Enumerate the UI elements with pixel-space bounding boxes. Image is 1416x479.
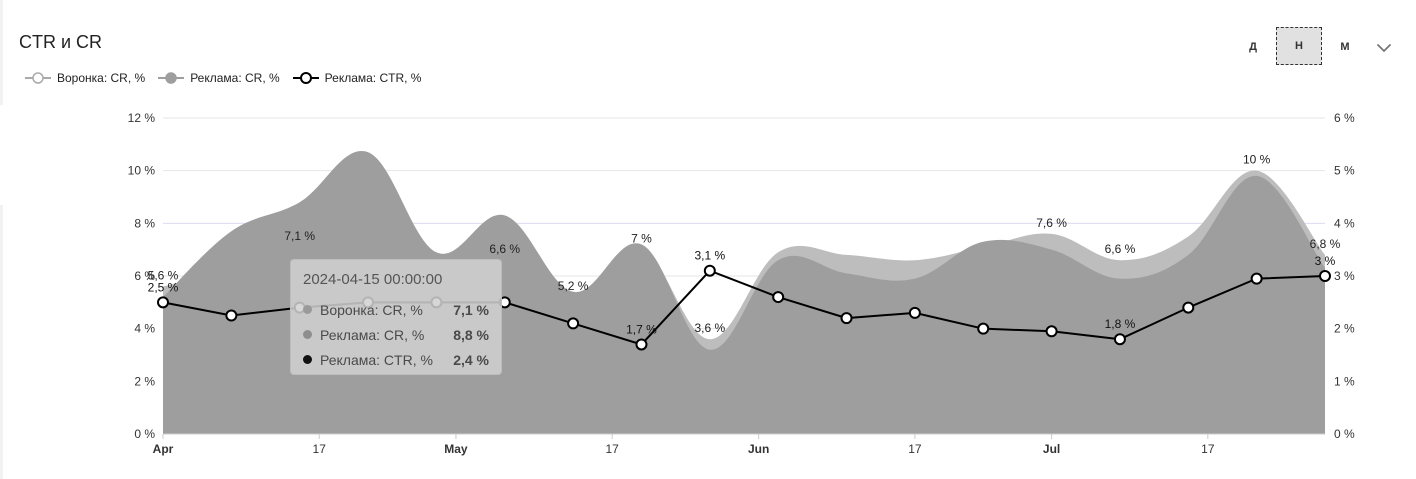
left-edge-marker-bottom <box>0 205 3 479</box>
y-left-tick-label: 6 % <box>134 269 155 283</box>
y-right-tick-label: 1 % <box>1334 374 1355 388</box>
tooltip-value-funnel-cr: 7,1 % <box>453 301 489 318</box>
legend-item-funnel-cr[interactable]: Воронка: CR, % <box>24 71 145 85</box>
ctr-point <box>157 296 169 309</box>
y-right-tick-label: 0 % <box>1334 427 1355 441</box>
period-day-button[interactable]: Д <box>1249 41 1257 53</box>
funnel-cr-data-label: 7 % <box>631 232 652 246</box>
legend-hollow-black-icon <box>292 72 319 84</box>
ctr-point <box>567 317 580 330</box>
ctr-point <box>1250 272 1263 285</box>
ctr-data-label: 1,7 % <box>626 322 657 336</box>
period-month-button[interactable]: М <box>1340 41 1350 53</box>
funnel-cr-data-label: 6,8 % <box>1310 237 1341 251</box>
tooltip-label-ads-cr: Реклама: CR, % <box>320 326 425 343</box>
legend-label-funnel-cr: Воронка: CR, % <box>57 71 146 85</box>
ctr-point <box>840 312 853 325</box>
chevron-down-icon[interactable] <box>1376 40 1392 56</box>
ctr-point <box>635 338 648 351</box>
left-edge-marker-top <box>0 0 3 105</box>
y-right-tick-label: 6 % <box>1334 111 1355 125</box>
hover-tooltip: 2024-04-15 00:00:00 Воронка: CR, % 7,1 %… <box>290 259 502 375</box>
tooltip-value-ads-cr: 8,8 % <box>453 326 489 343</box>
ctr-point <box>908 306 921 319</box>
chart-legend: Воронка: CR, % Реклама: CR, % Реклама: C… <box>24 71 433 85</box>
ctr-point <box>1045 325 1058 338</box>
y-left-tick-label: 8 % <box>134 216 155 230</box>
legend-hollow-gray-icon <box>25 72 51 84</box>
ctr-point <box>977 322 990 335</box>
y-right-tick-label: 3 % <box>1334 269 1355 283</box>
x-tick-label: Jun <box>748 442 769 456</box>
legend-item-ads-cr[interactable]: Реклама: CR, % <box>157 71 280 85</box>
tooltip-date: 2024-04-15 00:00:00 <box>303 271 443 288</box>
chart-title: CTR и CR <box>19 32 103 52</box>
ctr-data-label: 3 % <box>1315 254 1336 268</box>
legend-label-ads-ctr: Реклама: CTR, % <box>324 71 422 85</box>
y-right-tick-label: 4 % <box>1334 216 1355 230</box>
tooltip-row-funnel-cr: Воронка: CR, % 7,1 % <box>303 297 489 322</box>
y-left-tick-label: 4 % <box>134 322 155 336</box>
x-tick-label: 17 <box>1201 442 1215 456</box>
period-week-button[interactable]: Н <box>1276 27 1322 65</box>
funnel-cr-data-label: 5,2 % <box>558 279 589 293</box>
funnel-cr-data-label: 7,1 % <box>284 229 315 243</box>
x-tick-label: May <box>444 442 468 456</box>
ctr-point <box>1182 301 1195 314</box>
y-left-tick-label: 0 % <box>134 427 155 441</box>
ctr-data-label: 2,5 % <box>148 280 179 294</box>
tooltip-dot-funnel-cr <box>303 305 312 314</box>
funnel-cr-data-label: 5,6 % <box>148 269 179 283</box>
funnel-cr-data-label: 7,6 % <box>1036 216 1067 230</box>
data-label-layer: 5,6 % 7,1 % 6,6 % 5,2 % 7 % 3,6 % 7,6 % 6,6 % 10… <box>148 153 1341 336</box>
ctr-point <box>1113 333 1126 346</box>
y-right-tick-label: 5 % <box>1334 164 1355 178</box>
tooltip-value-ads-ctr: 2,4 % <box>453 351 489 368</box>
ctr-data-label: 1,8 % <box>1105 317 1136 331</box>
funnel-cr-data-label: 6,6 % <box>1105 242 1136 256</box>
tooltip-label-funnel-cr: Воронка: CR, % <box>320 301 423 318</box>
ctr-point <box>772 291 785 304</box>
y-left-tick-label: 2 % <box>134 374 155 388</box>
funnel-cr-data-label: 10 % <box>1243 153 1271 167</box>
tooltip-label-ads-ctr: Реклама: CTR, % <box>320 351 433 368</box>
legend-item-ads-ctr[interactable]: Реклама: CTR, % <box>292 71 422 85</box>
legend-filled-gray-icon <box>158 72 185 84</box>
x-tick-label: Apr <box>153 442 174 456</box>
tooltip-row-ads-cr: Реклама: CR, % 8,8 % <box>303 322 489 347</box>
x-tick-label: 17 <box>908 442 922 456</box>
ctr-point <box>225 309 238 322</box>
axis-layer: 0 % 0 % 2 % 1 % 4 % 2 % 6 % 3 % 8 % 4 % 10 % 5 % 12 … <box>128 111 1355 456</box>
funnel-cr-data-label: 6,6 % <box>489 242 520 256</box>
period-switch: Д Н М <box>1236 27 1368 65</box>
x-tick-label: Jul <box>1043 442 1060 456</box>
x-tick-label: 17 <box>605 442 619 456</box>
y-right-tick-label: 2 % <box>1334 322 1355 336</box>
y-left-tick-label: 12 % <box>128 111 156 125</box>
tooltip-dot-ads-cr <box>303 330 312 339</box>
x-tick-label: 17 <box>313 442 327 456</box>
tooltip-row-ads-ctr: Реклама: CTR, % 2,4 % <box>303 347 489 372</box>
ctr-data-label: 3,1 % <box>694 249 725 263</box>
funnel-cr-data-label: 3,6 % <box>694 321 725 335</box>
ctr-point <box>1319 270 1331 282</box>
y-left-tick-label: 10 % <box>128 164 156 178</box>
ctr-point <box>703 264 716 277</box>
legend-label-ads-cr: Реклама: CR, % <box>190 71 280 85</box>
tooltip-dot-ads-ctr <box>303 355 312 364</box>
